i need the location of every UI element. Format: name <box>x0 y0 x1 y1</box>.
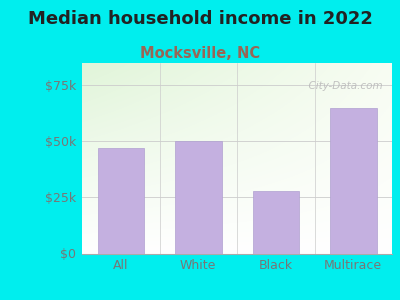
Bar <box>330 108 376 253</box>
Text: Mocksville, NC: Mocksville, NC <box>140 46 260 62</box>
Bar <box>98 148 144 254</box>
Text: City-Data.com: City-Data.com <box>302 81 383 91</box>
Bar <box>175 141 222 254</box>
Bar <box>252 191 299 254</box>
Text: Median household income in 2022: Median household income in 2022 <box>28 11 372 28</box>
